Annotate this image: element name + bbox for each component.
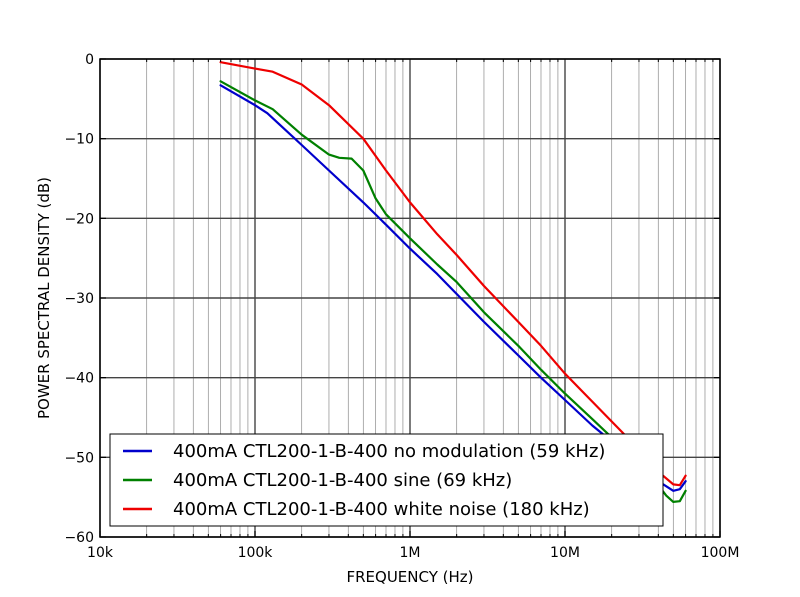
y-tick-label: −30 bbox=[64, 291, 94, 307]
y-tick-label: −60 bbox=[64, 530, 94, 546]
legend-label: 400mA CTL200-1-B-400 white noise (180 kH… bbox=[173, 499, 590, 520]
legend-label: 400mA CTL200-1-B-400 no modulation (59 k… bbox=[173, 441, 605, 462]
x-tick-label: 10M bbox=[550, 545, 580, 561]
legend: 400mA CTL200-1-B-400 no modulation (59 k… bbox=[109, 433, 664, 527]
y-tick-label: −50 bbox=[64, 450, 94, 466]
x-tick-label: 100k bbox=[238, 545, 274, 561]
legend-label: 400mA CTL200-1-B-400 sine (69 kHz) bbox=[173, 470, 512, 491]
y-tick-label: −40 bbox=[64, 371, 94, 387]
y-axis-title: POWER SPECTRAL DENSITY (dB) bbox=[35, 177, 53, 419]
y-tick-labels: 0 −10 −20 −30 −40 −50 −60 bbox=[64, 52, 94, 546]
y-tick-label: −10 bbox=[64, 132, 94, 148]
x-tick-labels: 10k 100k 1M 10M 100M bbox=[87, 545, 739, 561]
axis-ticks bbox=[99, 58, 721, 538]
x-tick-label: 100M bbox=[701, 545, 740, 561]
x-axis-title: FREQUENCY (Hz) bbox=[346, 568, 473, 586]
y-tick-label: 0 bbox=[85, 52, 94, 68]
y-tick-label: −20 bbox=[64, 211, 94, 227]
legend-box bbox=[109, 433, 664, 527]
x-tick-label: 1M bbox=[400, 545, 421, 561]
x-tick-label: 10k bbox=[87, 545, 114, 561]
